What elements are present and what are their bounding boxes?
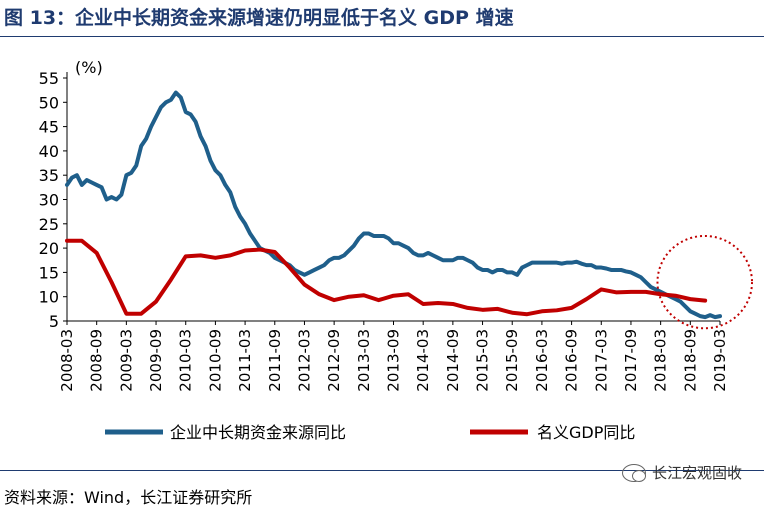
annotation-ellipse xyxy=(656,234,754,330)
x-tick-label: 2012-03 xyxy=(295,329,313,392)
y-tick-label: 50 xyxy=(39,93,59,112)
y-tick-label: 55 xyxy=(39,69,59,88)
y-tick-label: 5 xyxy=(49,312,59,331)
y-tick-label: 30 xyxy=(39,191,59,210)
watermark-text: 长江宏观固收 xyxy=(651,464,742,482)
x-tick-label: 2018-03 xyxy=(652,329,670,392)
y-tick-label: 40 xyxy=(39,142,59,161)
x-tick-label: 2011-03 xyxy=(236,329,254,392)
x-tick-label: 2019-03 xyxy=(711,329,729,392)
figure-title: 图 13：企业中长期资金来源增速仍明显低于名义 GDP 增速 xyxy=(4,7,514,29)
x-tick-label: 2015-09 xyxy=(503,329,521,392)
line-chart: 5 10 15 20 25 30 35 40 45 50 55 (%) 2008-03 2008-09 20… xyxy=(39,58,754,442)
x-tick-label: 2010-03 xyxy=(177,329,195,392)
x-tick-label: 2014-03 xyxy=(414,329,432,392)
y-tick-label: 10 xyxy=(39,288,59,307)
x-tick-label: 2013-09 xyxy=(385,329,403,392)
x-tick-label: 2015-03 xyxy=(474,329,492,392)
x-tick-label: 2012-09 xyxy=(325,329,343,392)
x-tick-label: 2011-09 xyxy=(266,329,284,392)
y-tick-label: 25 xyxy=(39,215,59,234)
series-line-capital-source xyxy=(65,90,722,320)
y-tick-label: 20 xyxy=(39,239,59,258)
wechat-icon xyxy=(621,463,646,482)
x-tick-label: 2008-09 xyxy=(88,329,106,392)
x-tick-label: 2016-03 xyxy=(533,329,551,392)
x-tick-label: 2014-09 xyxy=(444,329,462,392)
legend-label: 企业中长期资金来源同比 xyxy=(170,423,346,442)
y-tick-label: 15 xyxy=(39,263,59,282)
x-tick-label: 2016-09 xyxy=(563,329,581,392)
watermark: 长江宏观固收 xyxy=(621,462,742,483)
x-tick-label: 2017-03 xyxy=(592,329,610,392)
y-tick-label: 45 xyxy=(39,118,59,137)
legend-label: 名义GDP同比 xyxy=(537,423,635,442)
unit-label: (%) xyxy=(75,58,103,77)
x-tick-label: 2009-09 xyxy=(147,329,165,392)
source-note: 资料来源：Wind，长江证券研究所 xyxy=(4,488,253,507)
x-tick-label: 2008-03 xyxy=(58,329,76,392)
x-tick-label: 2017-09 xyxy=(622,329,640,392)
x-tick-label: 2009-03 xyxy=(117,329,135,392)
x-tick-label: 2018-09 xyxy=(681,329,699,392)
series-line-nominal-gdp xyxy=(65,238,708,317)
top-rule xyxy=(0,36,764,37)
x-tick-label: 2010-09 xyxy=(206,329,224,392)
y-tick-label: 35 xyxy=(39,166,59,185)
x-tick-label: 2013-03 xyxy=(355,329,373,392)
bottom-rule xyxy=(0,470,764,471)
